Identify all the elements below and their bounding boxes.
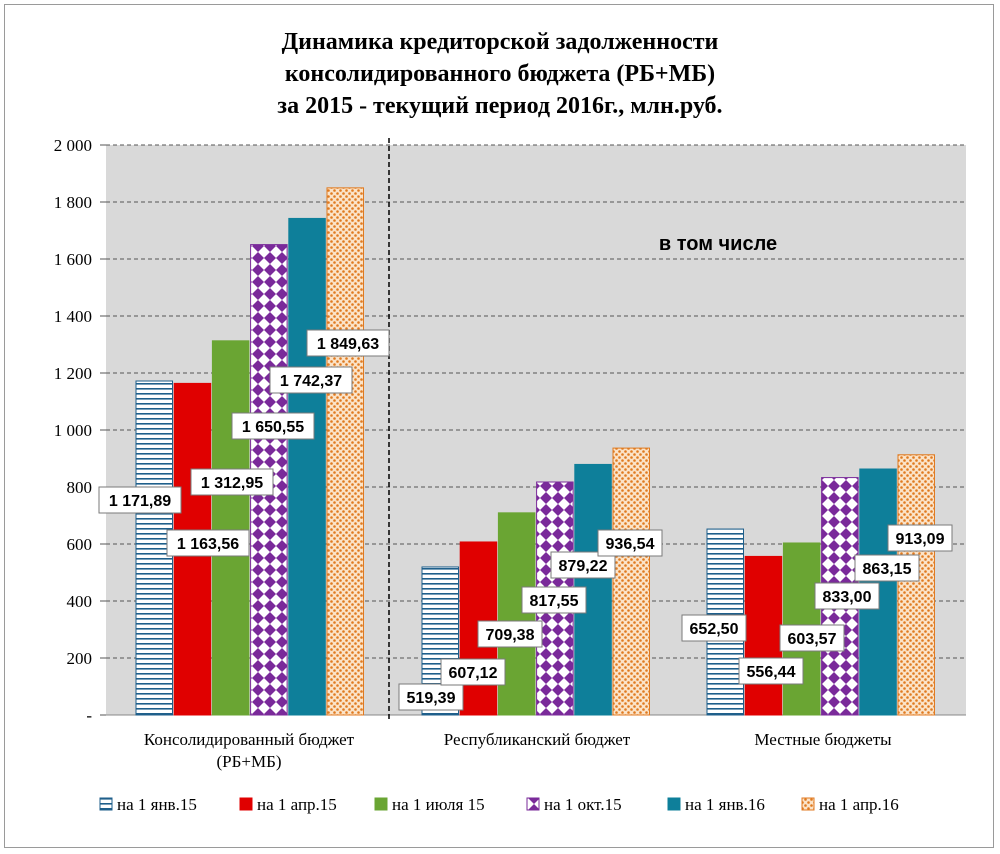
data-label-box [814, 582, 880, 610]
bar [211, 340, 250, 716]
y-tick-label: 1 600 [54, 250, 92, 269]
y-axis-ticks: - 200 400 600 800 1 000 1 200 1 400 1 600 1 800 2 … [54, 136, 106, 725]
data-label-box [440, 658, 506, 686]
y-tick-label: 800 [67, 478, 93, 497]
data-label: 833,00 [823, 589, 872, 606]
data-label-box [190, 468, 274, 496]
data-label-box [597, 529, 663, 557]
legend-swatch [239, 797, 253, 811]
y-tick-label: 1 800 [54, 193, 92, 212]
data-label-box [887, 524, 953, 552]
data-label-box [398, 683, 464, 711]
annotation-label: в том числе [659, 233, 777, 255]
y-tick-label: 600 [67, 535, 93, 554]
chart-title: Динамика кредиторской задолженности конс… [0, 26, 1000, 122]
data-label: 1 171,89 [109, 493, 171, 510]
y-tick-label: 1 200 [54, 364, 92, 383]
legend-entry: на 1 апр.16 [819, 795, 899, 814]
category-labels: Консолидированный бюджет (РБ+МБ) Республик… [144, 730, 892, 771]
data-label: 1 849,63 [317, 336, 379, 353]
data-label: 863,15 [863, 561, 912, 578]
data-label-box [854, 554, 920, 582]
data-label: 603,57 [788, 631, 837, 648]
legend: на 1 янв.15 на 1 апр.15 на 1 июля 15 на 1 о… [99, 795, 899, 814]
data-label-box [521, 586, 587, 614]
data-label: 1 742,37 [280, 373, 342, 390]
legend-swatch [374, 797, 388, 811]
bar [744, 555, 783, 716]
y-tick-label: 200 [67, 649, 93, 668]
data-label: 652,50 [690, 621, 739, 638]
category-label: (РБ+МБ) [216, 752, 281, 771]
data-label: 1 650,55 [242, 419, 304, 436]
data-label: 817,55 [530, 593, 579, 610]
legend-swatch [667, 797, 681, 811]
data-label: 556,44 [747, 664, 796, 681]
data-label: 1 312,95 [201, 475, 263, 492]
data-label: 709,38 [486, 627, 535, 644]
legend-entry: на 1 янв.16 [685, 795, 765, 814]
data-label: 1 163,56 [177, 536, 239, 553]
data-label-box [738, 657, 804, 685]
data-label-box [681, 614, 747, 642]
chart-title-line-3: за 2015 - текущий период 2016г., млн.руб… [277, 93, 723, 119]
bar [288, 217, 326, 716]
legend-entry: на 1 янв.15 [117, 795, 197, 814]
category-label: Консолидированный бюджет [144, 730, 355, 749]
y-tick-label: - [86, 706, 92, 725]
legend-swatch [99, 797, 113, 811]
legend-swatch [801, 797, 815, 811]
data-label-box [269, 366, 353, 394]
data-label-box [166, 529, 250, 557]
bar [135, 380, 173, 716]
chart-frame [4, 4, 994, 848]
legend-entry: на 1 июля 15 [392, 795, 485, 814]
data-label-box [306, 329, 390, 357]
bar [326, 187, 364, 716]
data-label: 913,09 [896, 531, 945, 548]
legend-entry: на 1 апр.15 [257, 795, 337, 814]
data-labels: 1 171,89 519,39 652,50 1 163,56 607,12 556,44… [98, 329, 953, 711]
data-label-box [779, 624, 845, 652]
chart-title-line-1: Динамика кредиторской задолженности [281, 29, 719, 55]
bar [612, 447, 650, 716]
y-tick-label: 1 400 [54, 307, 92, 326]
category-label: Республиканский бюджет [444, 730, 631, 749]
data-label: 519,39 [407, 690, 456, 707]
category-label: Местные бюджеты [754, 730, 892, 749]
chart-title-line-2: консолидированного бюджета (РБ+МБ) [284, 61, 716, 87]
y-tick-label: 2 000 [54, 136, 92, 155]
data-label-box [98, 486, 182, 514]
data-label: 879,22 [559, 558, 608, 575]
data-label: 607,12 [449, 665, 498, 682]
data-label-box [477, 620, 543, 648]
data-label: 936,54 [606, 536, 655, 553]
legend-swatch [526, 797, 540, 811]
y-tick-label: 400 [67, 592, 93, 611]
y-tick-label: 1 000 [54, 421, 92, 440]
bar [897, 454, 935, 716]
legend-entry: на 1 окт.15 [544, 795, 622, 814]
data-label-box [231, 412, 315, 440]
